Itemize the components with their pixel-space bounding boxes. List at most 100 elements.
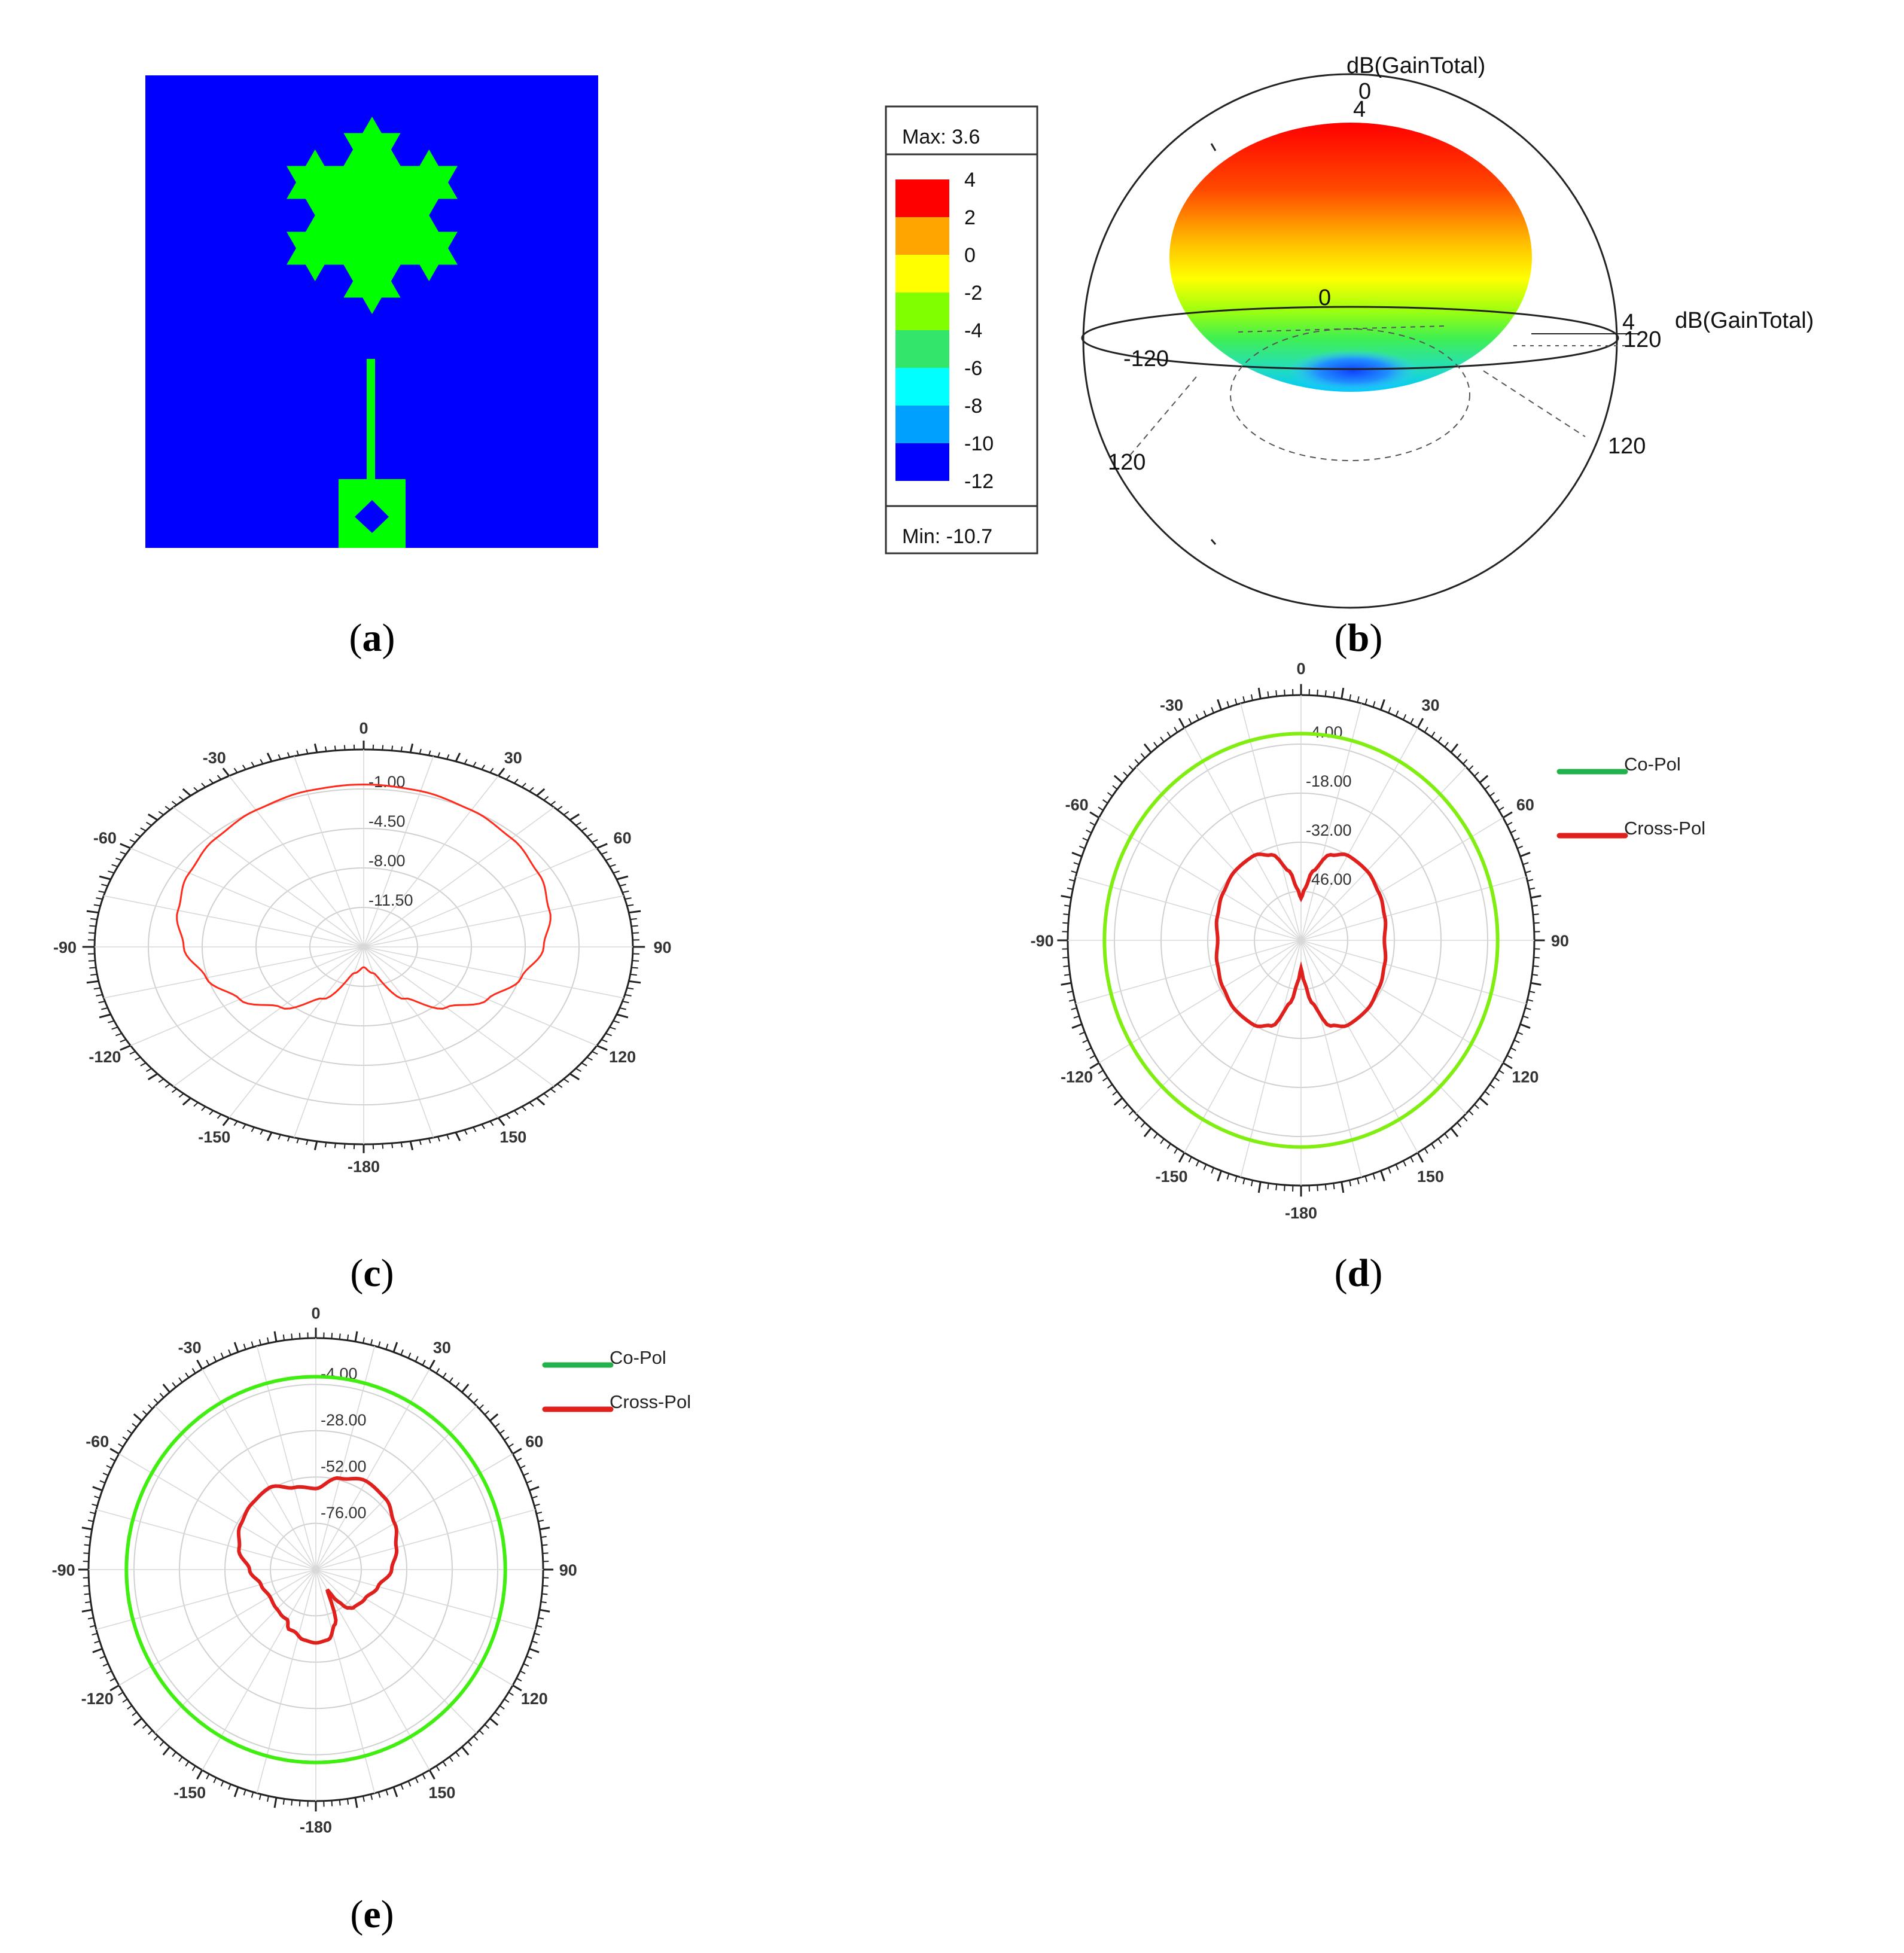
angle-tick-mark — [630, 973, 637, 976]
angle-tick-label: -120 — [1061, 1068, 1093, 1086]
radial-tick-label: -32.00 — [1306, 821, 1352, 839]
radial-tick-label: -52.00 — [321, 1458, 367, 1476]
angle-tick-mark — [1349, 1180, 1352, 1187]
angle-tick-mark — [437, 1136, 441, 1142]
angle-tick-mark — [1463, 759, 1468, 764]
angle-tick-mark — [1257, 687, 1262, 699]
grid-spoke — [1076, 876, 1302, 941]
angle-tick-mark — [81, 1608, 93, 1613]
legend-label: Co-Pol — [1624, 754, 1681, 775]
angle-tick-mark — [108, 870, 115, 874]
angle-tick-mark — [1275, 1184, 1278, 1191]
angle-tick-mark — [1510, 1047, 1516, 1052]
top-axis-title: dB(GainTotal) — [1346, 53, 1485, 78]
angle-tick-label: 150 — [428, 1784, 455, 1802]
angle-tick-mark — [331, 1333, 333, 1339]
angle-tick-mark — [1484, 785, 1490, 790]
angle-tick-mark — [541, 1544, 548, 1546]
angle-tick-mark — [1178, 718, 1186, 729]
angle-tick-label: -90 — [1031, 932, 1054, 950]
colorbar-tick-label: -4 — [964, 319, 982, 342]
angle-tick-mark — [133, 1413, 142, 1422]
angle-tick-mark — [473, 1398, 479, 1404]
angle-tick-mark — [90, 973, 98, 976]
radial-tick-label: -46.00 — [1306, 870, 1352, 888]
angle-tick-mark — [415, 1356, 419, 1362]
angle-tick-label: 120 — [609, 1048, 636, 1066]
grid-spoke — [202, 1569, 316, 1771]
panel-d-polar-plot: 0306090120150-180-150-120-90-60-30-4.00-… — [1031, 660, 1706, 1222]
angle-tick-mark — [377, 1341, 381, 1348]
angle-tick-mark — [581, 1062, 587, 1067]
angle-tick-mark — [135, 1056, 141, 1061]
angle-tick-mark — [233, 767, 238, 773]
angle-tick-mark — [479, 1404, 484, 1409]
angle-tick-mark — [1226, 1173, 1230, 1180]
angle-tick-mark — [1134, 1116, 1140, 1122]
angle-tick-mark — [146, 821, 152, 826]
angle-tick-label: 150 — [499, 1128, 526, 1146]
angle-tick-mark — [526, 1656, 532, 1659]
angle-tick-mark — [120, 1044, 131, 1051]
angle-tick-label: -30 — [178, 1339, 202, 1357]
angle-tick-mark — [1341, 1181, 1345, 1193]
angle-tick-mark — [1357, 1178, 1360, 1184]
angle-tick-mark — [1102, 799, 1108, 804]
radial-tick-label: -8.00 — [368, 852, 406, 870]
angle-tick-mark — [81, 1527, 93, 1531]
angle-tick-mark — [233, 1120, 238, 1126]
angle-tick-mark — [1079, 1031, 1085, 1035]
angle-tick-mark — [473, 1735, 479, 1741]
colorbar-swatch — [895, 443, 949, 481]
angle-tick-mark — [1484, 1090, 1490, 1096]
angle-tick-mark — [513, 1110, 519, 1116]
angle-tick-mark — [260, 758, 264, 764]
angle-tick-mark — [505, 775, 511, 780]
angle-tick-mark — [1498, 806, 1504, 811]
angle-tick-mark — [377, 1791, 381, 1798]
angle-tick-mark — [162, 1746, 170, 1756]
angle-tick-mark — [109, 1684, 120, 1692]
angle-tick-label: 30 — [504, 749, 522, 767]
panel-a-antenna-layout — [145, 75, 598, 548]
angle-tick-label: -180 — [300, 1818, 332, 1836]
angle-tick-mark — [251, 1341, 254, 1348]
angle-tick-mark — [1510, 829, 1516, 834]
angle-tick-mark — [1174, 727, 1178, 733]
angle-tick-mark — [84, 1544, 90, 1546]
angle-tick-mark — [494, 1711, 500, 1717]
angle-tick-mark — [267, 1796, 269, 1802]
angle-tick-mark — [266, 1132, 273, 1141]
angle-tick-mark — [428, 750, 431, 756]
grid-spoke — [1240, 703, 1302, 941]
angle-tick-mark — [296, 750, 300, 756]
angle-tick-mark — [222, 1117, 230, 1126]
colorbar-tick-label: -10 — [964, 432, 994, 455]
angle-tick-label: -90 — [53, 939, 77, 956]
angle-tick-mark — [220, 1781, 224, 1787]
angle-tick-label: -150 — [1156, 1168, 1188, 1186]
angle-tick-mark — [446, 754, 450, 760]
colorbar-swatches — [895, 179, 949, 481]
angle-tick-mark — [536, 788, 546, 797]
angle-tick-mark — [122, 1436, 128, 1441]
angle-tick-mark — [529, 787, 534, 792]
angle-tick-mark — [512, 1448, 522, 1455]
angle-tick-mark — [467, 1741, 473, 1747]
legend-label: Cross-Pol — [1624, 818, 1705, 839]
angle-tick-mark — [1437, 1138, 1442, 1144]
angle-tick-mark — [422, 1774, 426, 1780]
angle-tick-mark — [489, 1413, 499, 1422]
angle-tick-label: 30 — [1421, 696, 1439, 714]
angle-tick-mark — [324, 746, 327, 752]
angle-tick-mark — [1403, 1160, 1407, 1167]
grid-spoke — [363, 807, 555, 947]
sphere-tick-lower-left — [1210, 539, 1217, 545]
angle-tick-mark — [1140, 753, 1146, 758]
angle-tick-mark — [370, 1339, 373, 1345]
grid-spoke — [293, 946, 364, 1138]
panel-e-polar-plot: 0306090120150-180-150-120-90-60-30-4.00-… — [52, 1304, 691, 1836]
angle-tick-mark — [529, 1486, 540, 1492]
radial-tick-label: -18.00 — [1306, 772, 1352, 790]
